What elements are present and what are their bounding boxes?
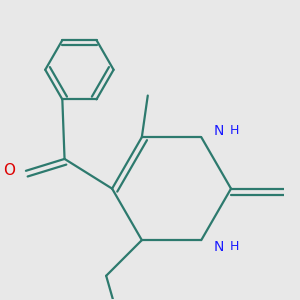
Text: N: N	[213, 240, 224, 254]
Text: O: O	[4, 163, 16, 178]
Text: H: H	[230, 124, 239, 137]
Text: H: H	[230, 240, 239, 253]
Text: S: S	[299, 181, 300, 196]
Text: N: N	[213, 124, 224, 138]
